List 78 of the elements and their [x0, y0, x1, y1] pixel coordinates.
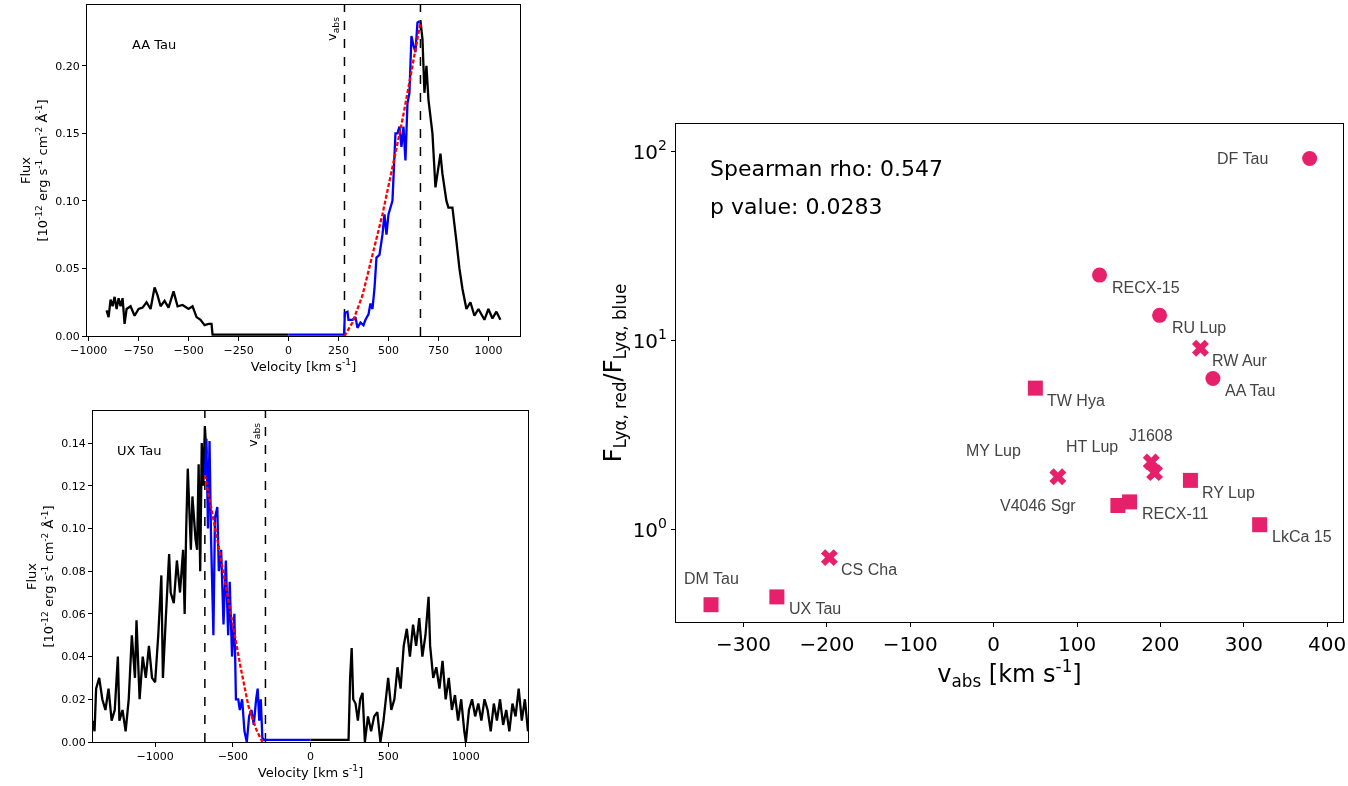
point: [1182, 472, 1198, 488]
annotation: p value: 0.0283: [710, 194, 883, 219]
x-tick-label: −1000: [69, 344, 108, 358]
annotation: V4046 Sgr: [1000, 497, 1077, 514]
annotation: TW Hya: [1047, 392, 1105, 409]
x-tick-label: 250: [327, 344, 349, 358]
y-tick-label: 0.14: [61, 436, 86, 450]
annotation: RY Lup: [1202, 484, 1255, 501]
point: [820, 549, 838, 567]
x-tick-label: 500: [377, 344, 399, 358]
x-tick-label: 300: [1224, 632, 1263, 656]
annotation: J1608: [1129, 427, 1173, 444]
point: [1152, 307, 1168, 323]
x-tick-label: −200: [799, 632, 855, 656]
annotation: AA Tau: [132, 37, 177, 52]
y-tick-label: 10$^{1}$: [632, 326, 667, 353]
y-tick-label: 0.08: [61, 565, 86, 579]
y-tick-label: 0.02: [61, 693, 86, 707]
line-series: [203, 437, 312, 742]
x-tick-label: −250: [223, 344, 254, 358]
y-tick-label: 0.15: [55, 127, 80, 141]
x-tick-label: 200: [1141, 632, 1180, 656]
x-tick-label: 500: [377, 750, 399, 764]
y-tick-label: 10$^{2}$: [632, 137, 667, 164]
point: [1252, 517, 1268, 533]
annotation: AA Tau: [1225, 382, 1276, 399]
x-tick-label: 1000: [474, 344, 503, 358]
x-tick-label: −1000: [136, 750, 174, 764]
annotation: Spearman rho: 0.547: [710, 156, 943, 181]
point: [1146, 464, 1164, 482]
x-tick-label: 100: [1057, 632, 1097, 656]
x-tick-label: 0: [987, 632, 1001, 656]
point: [769, 589, 785, 605]
y-tick-label: 0.20: [55, 59, 80, 73]
point: [1092, 267, 1108, 283]
point: [1302, 150, 1318, 166]
x-tick-label: −500: [173, 344, 204, 358]
x-axis-title: Velocity [km s$^{-1}$]: [250, 357, 357, 374]
x-tick-label: 1000: [451, 750, 480, 764]
y-tick-label: 0.00: [55, 329, 80, 343]
y-tick-label: 0.05: [55, 262, 80, 276]
y-tick-label: 0.10: [61, 522, 86, 536]
x-tick-label: −750: [123, 344, 154, 358]
y-tick-label: 0.04: [61, 650, 86, 664]
x-tick-label: 0: [307, 750, 314, 764]
y-tick-label: 0.10: [55, 194, 80, 208]
annotation: RECX-11: [1142, 505, 1209, 522]
annotation: LkCa 15: [1272, 528, 1332, 545]
annotation: RW Aur: [1212, 352, 1268, 369]
annotation: MY Lup: [966, 442, 1021, 459]
x-axis-title: v$_{abs}$ [km s$^{-1}$]: [937, 656, 1082, 692]
y-tick-label: 0.06: [61, 607, 86, 621]
point: [1049, 468, 1067, 486]
x-tick-label: 0: [285, 344, 293, 358]
point: [703, 597, 719, 613]
point: [1122, 494, 1138, 510]
x-axis-title: Velocity [km s$^{-1}$]: [257, 763, 364, 780]
annotation: HT Lup: [1066, 438, 1119, 455]
x-tick-label: 400: [1308, 632, 1347, 656]
annotation: CS Cha: [841, 561, 898, 578]
y-tick-label: 0.00: [61, 735, 86, 749]
annotation: DM Tau: [684, 570, 739, 587]
x-tick-label: −100: [882, 632, 938, 656]
y-tick-label: 0.12: [61, 479, 86, 493]
annotation: UX Tau: [789, 600, 842, 617]
annotation: UX Tau: [117, 443, 162, 458]
annotation: RECX-15: [1112, 279, 1180, 296]
x-tick-label: −300: [716, 632, 771, 656]
y-tick-label: 10$^{0}$: [632, 515, 667, 542]
point: [1205, 370, 1221, 386]
x-tick-label: −500: [217, 750, 248, 764]
point: [1027, 380, 1043, 396]
annotation: DF Tau: [1217, 150, 1269, 167]
line-series: [343, 21, 422, 336]
annotation: RU Lup: [1172, 319, 1227, 336]
point: [1191, 339, 1209, 357]
x-tick-label: 750: [427, 344, 449, 358]
line-series: [203, 473, 264, 742]
